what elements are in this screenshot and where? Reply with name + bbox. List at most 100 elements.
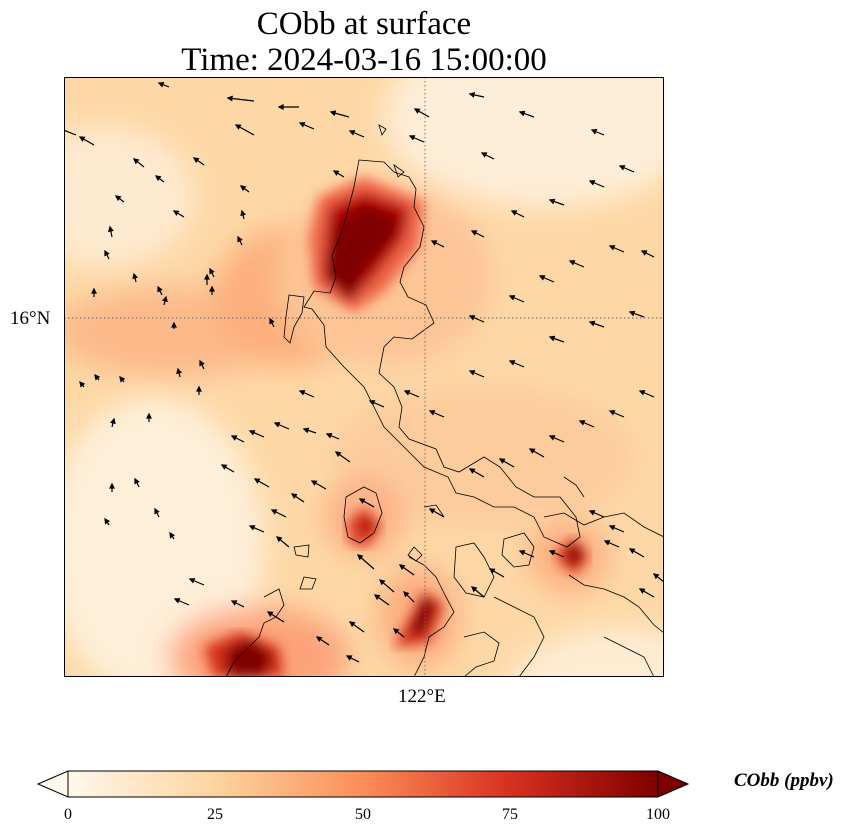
wind-vector-head <box>403 390 411 396</box>
wind-vector-head <box>253 478 261 484</box>
wind-vector-head <box>638 588 646 594</box>
wind-vector-head <box>508 360 516 366</box>
colorbar-gradient <box>67 770 659 798</box>
wind-vector-head <box>78 136 86 142</box>
wind-vector-head <box>94 373 101 381</box>
wind-vector-head <box>368 400 376 406</box>
wind-vector-head <box>498 458 506 464</box>
wind-vector-head <box>468 370 476 376</box>
wind-vector <box>64 129 77 136</box>
wind-vector-head <box>510 210 518 216</box>
wind-vector-head <box>132 158 140 165</box>
wind-vector-head <box>528 448 536 454</box>
wind-vector-head <box>356 554 364 561</box>
wind-vector-head <box>392 628 400 635</box>
wind-vector-head <box>248 430 256 436</box>
map-title: CObb at surface <box>256 6 472 42</box>
wind-vector-head <box>345 655 353 661</box>
wind-vector-head <box>226 95 233 102</box>
wind-vector-head <box>209 267 215 275</box>
wind-vector-head <box>171 321 177 328</box>
wind-vector-head <box>329 110 337 117</box>
wind-vector-head <box>538 275 546 281</box>
colorbar-label: CObb (ppbv) <box>734 770 834 791</box>
wind-vector-head <box>590 129 598 135</box>
wind-vector-head <box>628 548 636 554</box>
wind-vector-head <box>518 110 526 117</box>
wind-vector-head <box>169 531 176 539</box>
colorbar-tick-0: 0 <box>64 806 72 823</box>
wind-vector-head <box>325 433 333 439</box>
wind-vector-head <box>603 540 611 546</box>
wind-vector-head <box>348 621 356 628</box>
wind-vector-head <box>230 600 238 606</box>
wind-vector-head <box>468 468 476 474</box>
hotspot-east <box>554 537 589 575</box>
wind-vector-head <box>628 310 636 317</box>
map-panel <box>64 77 664 677</box>
wind-vector-head <box>618 165 626 171</box>
wind-vector-head <box>413 108 421 114</box>
wind-vector-head <box>588 320 596 327</box>
wind-vector-head <box>428 508 436 514</box>
wind-vector-head <box>470 586 478 593</box>
wind-vector-head <box>334 451 342 458</box>
wind-vector-head <box>408 135 416 141</box>
wind-vector-head <box>468 315 476 321</box>
wind-vector-head <box>608 410 616 416</box>
colorbar-tick-50: 50 <box>355 806 371 823</box>
wind-vector-head <box>196 385 202 392</box>
latitude-tick-label: 16°N <box>10 308 51 329</box>
wind-vector-head <box>154 175 162 182</box>
hotspot-mindoro <box>346 507 382 547</box>
colorbar-tick-75: 75 <box>502 806 518 823</box>
wind-vector-head <box>652 573 660 580</box>
gridlines <box>64 77 664 677</box>
wind-vector-head <box>237 235 243 243</box>
wind-vector-head <box>119 375 126 383</box>
wind-vector-head <box>173 598 181 604</box>
colorbar-tick-100: 100 <box>646 806 670 823</box>
wind-vector-head <box>104 517 111 525</box>
wind-vector-head <box>640 250 648 256</box>
wind-vector-head <box>480 152 488 158</box>
wind-vector-head <box>290 493 298 500</box>
wind-vector-head <box>608 525 616 531</box>
wind-vector-head <box>518 550 526 556</box>
wind-vector-head <box>348 130 356 136</box>
wind-vector-head <box>428 410 436 416</box>
hotspot-north <box>309 177 424 312</box>
wind-vector-head <box>488 568 496 574</box>
wind-vector-head <box>192 157 200 164</box>
wind-vector-head <box>240 209 246 217</box>
colorbar-extend-high <box>657 770 690 798</box>
wind-vector-head <box>358 498 366 504</box>
wind-vector-head <box>162 295 168 303</box>
wind-vector-head <box>209 285 215 292</box>
wind-vector-head <box>110 417 116 425</box>
wind-vector-head <box>588 180 596 186</box>
wind-vector-head <box>273 422 281 428</box>
wind-vector-head <box>298 390 306 396</box>
wind-vector-head <box>188 578 196 584</box>
wind-vector-head <box>568 260 576 266</box>
wind-vector-head <box>430 240 438 246</box>
wind-vector-head <box>266 611 274 617</box>
wind-vector-head <box>172 210 180 216</box>
wind-vector-head <box>508 295 516 301</box>
wind-vector-head <box>302 427 310 434</box>
wind-vector-head <box>79 380 86 388</box>
wind-vector-head <box>146 412 152 419</box>
wind-vector-head <box>403 591 410 598</box>
wind-vector-head <box>588 510 596 516</box>
wind-vector-head <box>107 225 114 233</box>
wind-vector-head <box>608 245 616 251</box>
wind-vector-head <box>248 525 256 531</box>
wind-vector-head <box>134 477 140 485</box>
wind-vector-head <box>234 124 242 130</box>
hotspot-south-west <box>204 632 284 677</box>
wind-vector-head <box>373 594 381 601</box>
colorbar <box>36 770 690 798</box>
wind-vector-head <box>548 335 556 342</box>
wind-vector-head <box>132 272 138 280</box>
